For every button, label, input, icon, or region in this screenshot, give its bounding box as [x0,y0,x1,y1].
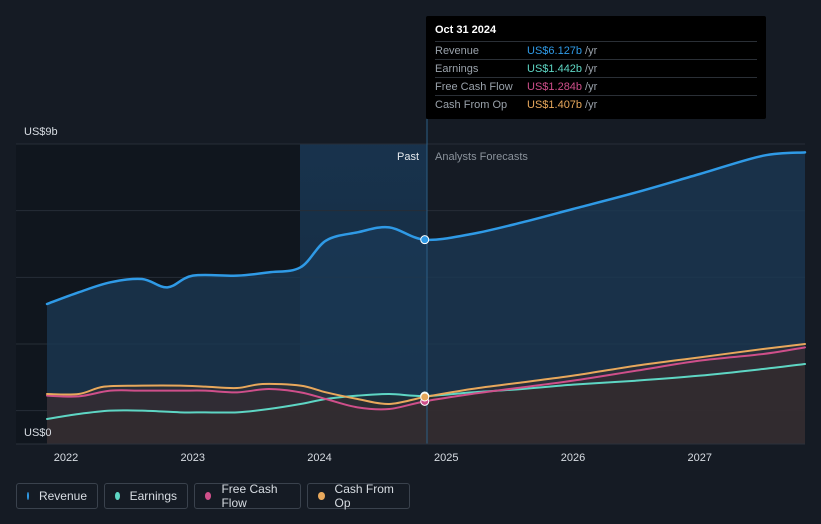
past-label: Past [397,151,419,163]
legend-dot-icon [27,492,29,500]
legend-label: Cash From Op [334,482,394,510]
tooltip-row-free-cash-flow: Free Cash Flow US$1.284b /yr [435,77,757,95]
tooltip-label: Free Cash Flow [435,80,513,93]
tooltip-row-earnings: Earnings US$1.442b /yr [435,59,757,77]
tooltip-label: Revenue [435,44,480,57]
tooltip-value: US$6.127b [527,44,583,57]
legend-label: Free Cash Flow [221,482,278,510]
hover-markers [420,235,430,406]
forecast-label: Analysts Forecasts [435,151,528,163]
x-tick-label: 2024 [307,452,331,464]
tooltip-value: US$1.442b [527,62,583,75]
line-cash-from-op [46,343,806,406]
tooltip-date: Oct 31 2024 [435,24,497,36]
tooltip: Oct 31 2024 Revenue US$6.127b /yr Earnin… [426,16,766,119]
legend-item-cash-from-op[interactable]: Cash From Op [307,482,410,510]
marker-revenue [420,235,430,245]
x-tick-label: 2026 [561,452,585,464]
legend-dot-icon [318,492,325,500]
chart-legend: Revenue Earnings Free Cash Flow Cash Fro… [16,482,410,510]
marker-cash-from-op [420,392,430,402]
tooltip-row-revenue: Revenue US$6.127b /yr [435,41,757,59]
tooltip-label: Earnings [435,62,479,75]
series-lines [45,151,807,420]
tooltip-unit: /yr [585,62,598,75]
line-revenue [45,151,807,306]
x-tick-label: 2023 [181,452,205,464]
legend-item-free-cash-flow[interactable]: Free Cash Flow [194,482,301,510]
x-tick-label: 2027 [688,452,712,464]
tooltip-row-cash-from-op: Cash From Op US$1.407b /yr [435,95,757,113]
line-earnings [46,363,806,420]
y-axis-bottom-label: US$0 [24,427,52,439]
tooltip-unit: /yr [585,98,598,111]
legend-dot-icon [115,492,120,500]
tooltip-unit: /yr [585,80,598,93]
tooltip-value: US$1.284b [527,80,583,93]
legend-item-revenue[interactable]: Revenue [16,483,98,509]
line-free-cash-flow [46,346,806,411]
x-tick-label: 2022 [54,452,78,464]
legend-label: Revenue [38,489,87,503]
tooltip-value: US$1.407b [527,98,583,111]
y-axis-top-label: US$9b [24,126,58,138]
tooltip-label: Cash From Op [435,98,508,111]
legend-label: Earnings [129,489,177,503]
x-axis-ticks: 2022 2023 2024 2025 2026 2027 [54,452,712,464]
area-free-cash-flow [47,347,805,444]
x-tick-label: 2025 [434,452,458,464]
legend-dot-icon [205,492,212,500]
tooltip-unit: /yr [585,44,598,57]
legend-item-earnings[interactable]: Earnings [104,483,188,509]
area-revenue [47,152,805,445]
